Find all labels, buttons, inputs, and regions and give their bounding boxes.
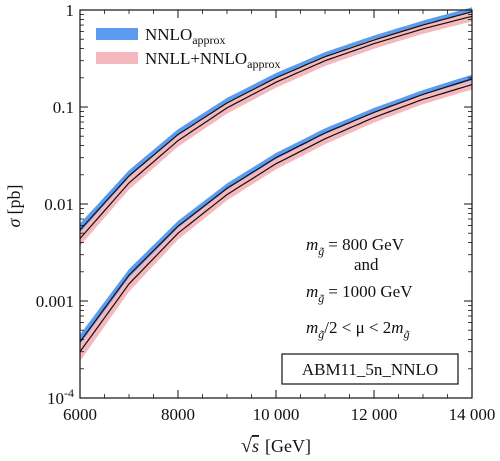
band-nnlo-m1000 bbox=[80, 74, 472, 351]
annotation-masses: mg̃ = 800 GeV and mg̃ = 1000 GeV mg̃/2 < μ… bbox=[306, 235, 413, 341]
y-tick-label: 0.1 bbox=[53, 98, 74, 117]
x-tick-label: 12 000 bbox=[351, 405, 398, 424]
y-tick-label: 1 bbox=[66, 1, 75, 20]
x-tick-label: 14 000 bbox=[449, 405, 496, 424]
lines-layer bbox=[79, 11, 473, 353]
scale-range-label: mg̃/2 < μ < 2mg̃ bbox=[306, 318, 410, 341]
line-nnll-m1000 bbox=[79, 84, 473, 353]
legend-swatch-nnlo bbox=[96, 28, 138, 40]
legend-label-nnlo: NNLOapprox bbox=[145, 25, 226, 47]
line-nnlo-m800 bbox=[79, 11, 473, 231]
pdf-set-frame bbox=[281, 353, 459, 385]
legend-swatch-nnll bbox=[96, 52, 138, 64]
pdf-set-box: ABM11_5n_NNLO bbox=[281, 353, 459, 385]
y-tick-label: 10-4 bbox=[47, 386, 74, 408]
legend-label-nnll: NNLL+NNLOapprox bbox=[145, 49, 280, 71]
band-nnlo-m800 bbox=[80, 7, 472, 238]
legend: NNLOapprox NNLL+NNLOapprox bbox=[96, 25, 280, 71]
x-axis-label: √s [GeV] bbox=[241, 435, 311, 457]
band-nnll-m1000 bbox=[80, 80, 472, 362]
x-tick-label: 6000 bbox=[63, 405, 97, 424]
y-tick-label: 0.01 bbox=[44, 195, 74, 214]
y-axis-label: σ[pb] bbox=[4, 185, 24, 228]
y-tick-label: 0.001 bbox=[36, 292, 74, 311]
line-nnll-m800 bbox=[79, 15, 473, 239]
and-label: and bbox=[354, 255, 379, 274]
line-nnlo-m1000 bbox=[79, 78, 473, 343]
x-tick-label: 10 000 bbox=[253, 405, 300, 424]
mass-1000-label: mg̃ = 1000 GeV bbox=[306, 282, 413, 305]
mass-800-label: mg̃ = 800 GeV bbox=[306, 235, 405, 258]
pdf-set-label: ABM11_5n_NNLO bbox=[302, 360, 438, 379]
x-tick-label: 8000 bbox=[161, 405, 195, 424]
band-nnll-m800 bbox=[80, 11, 472, 246]
ticks-layer: 6000 8000 10 000 12 000 14 000 10-4 0.001 0.01 0… bbox=[36, 1, 496, 424]
